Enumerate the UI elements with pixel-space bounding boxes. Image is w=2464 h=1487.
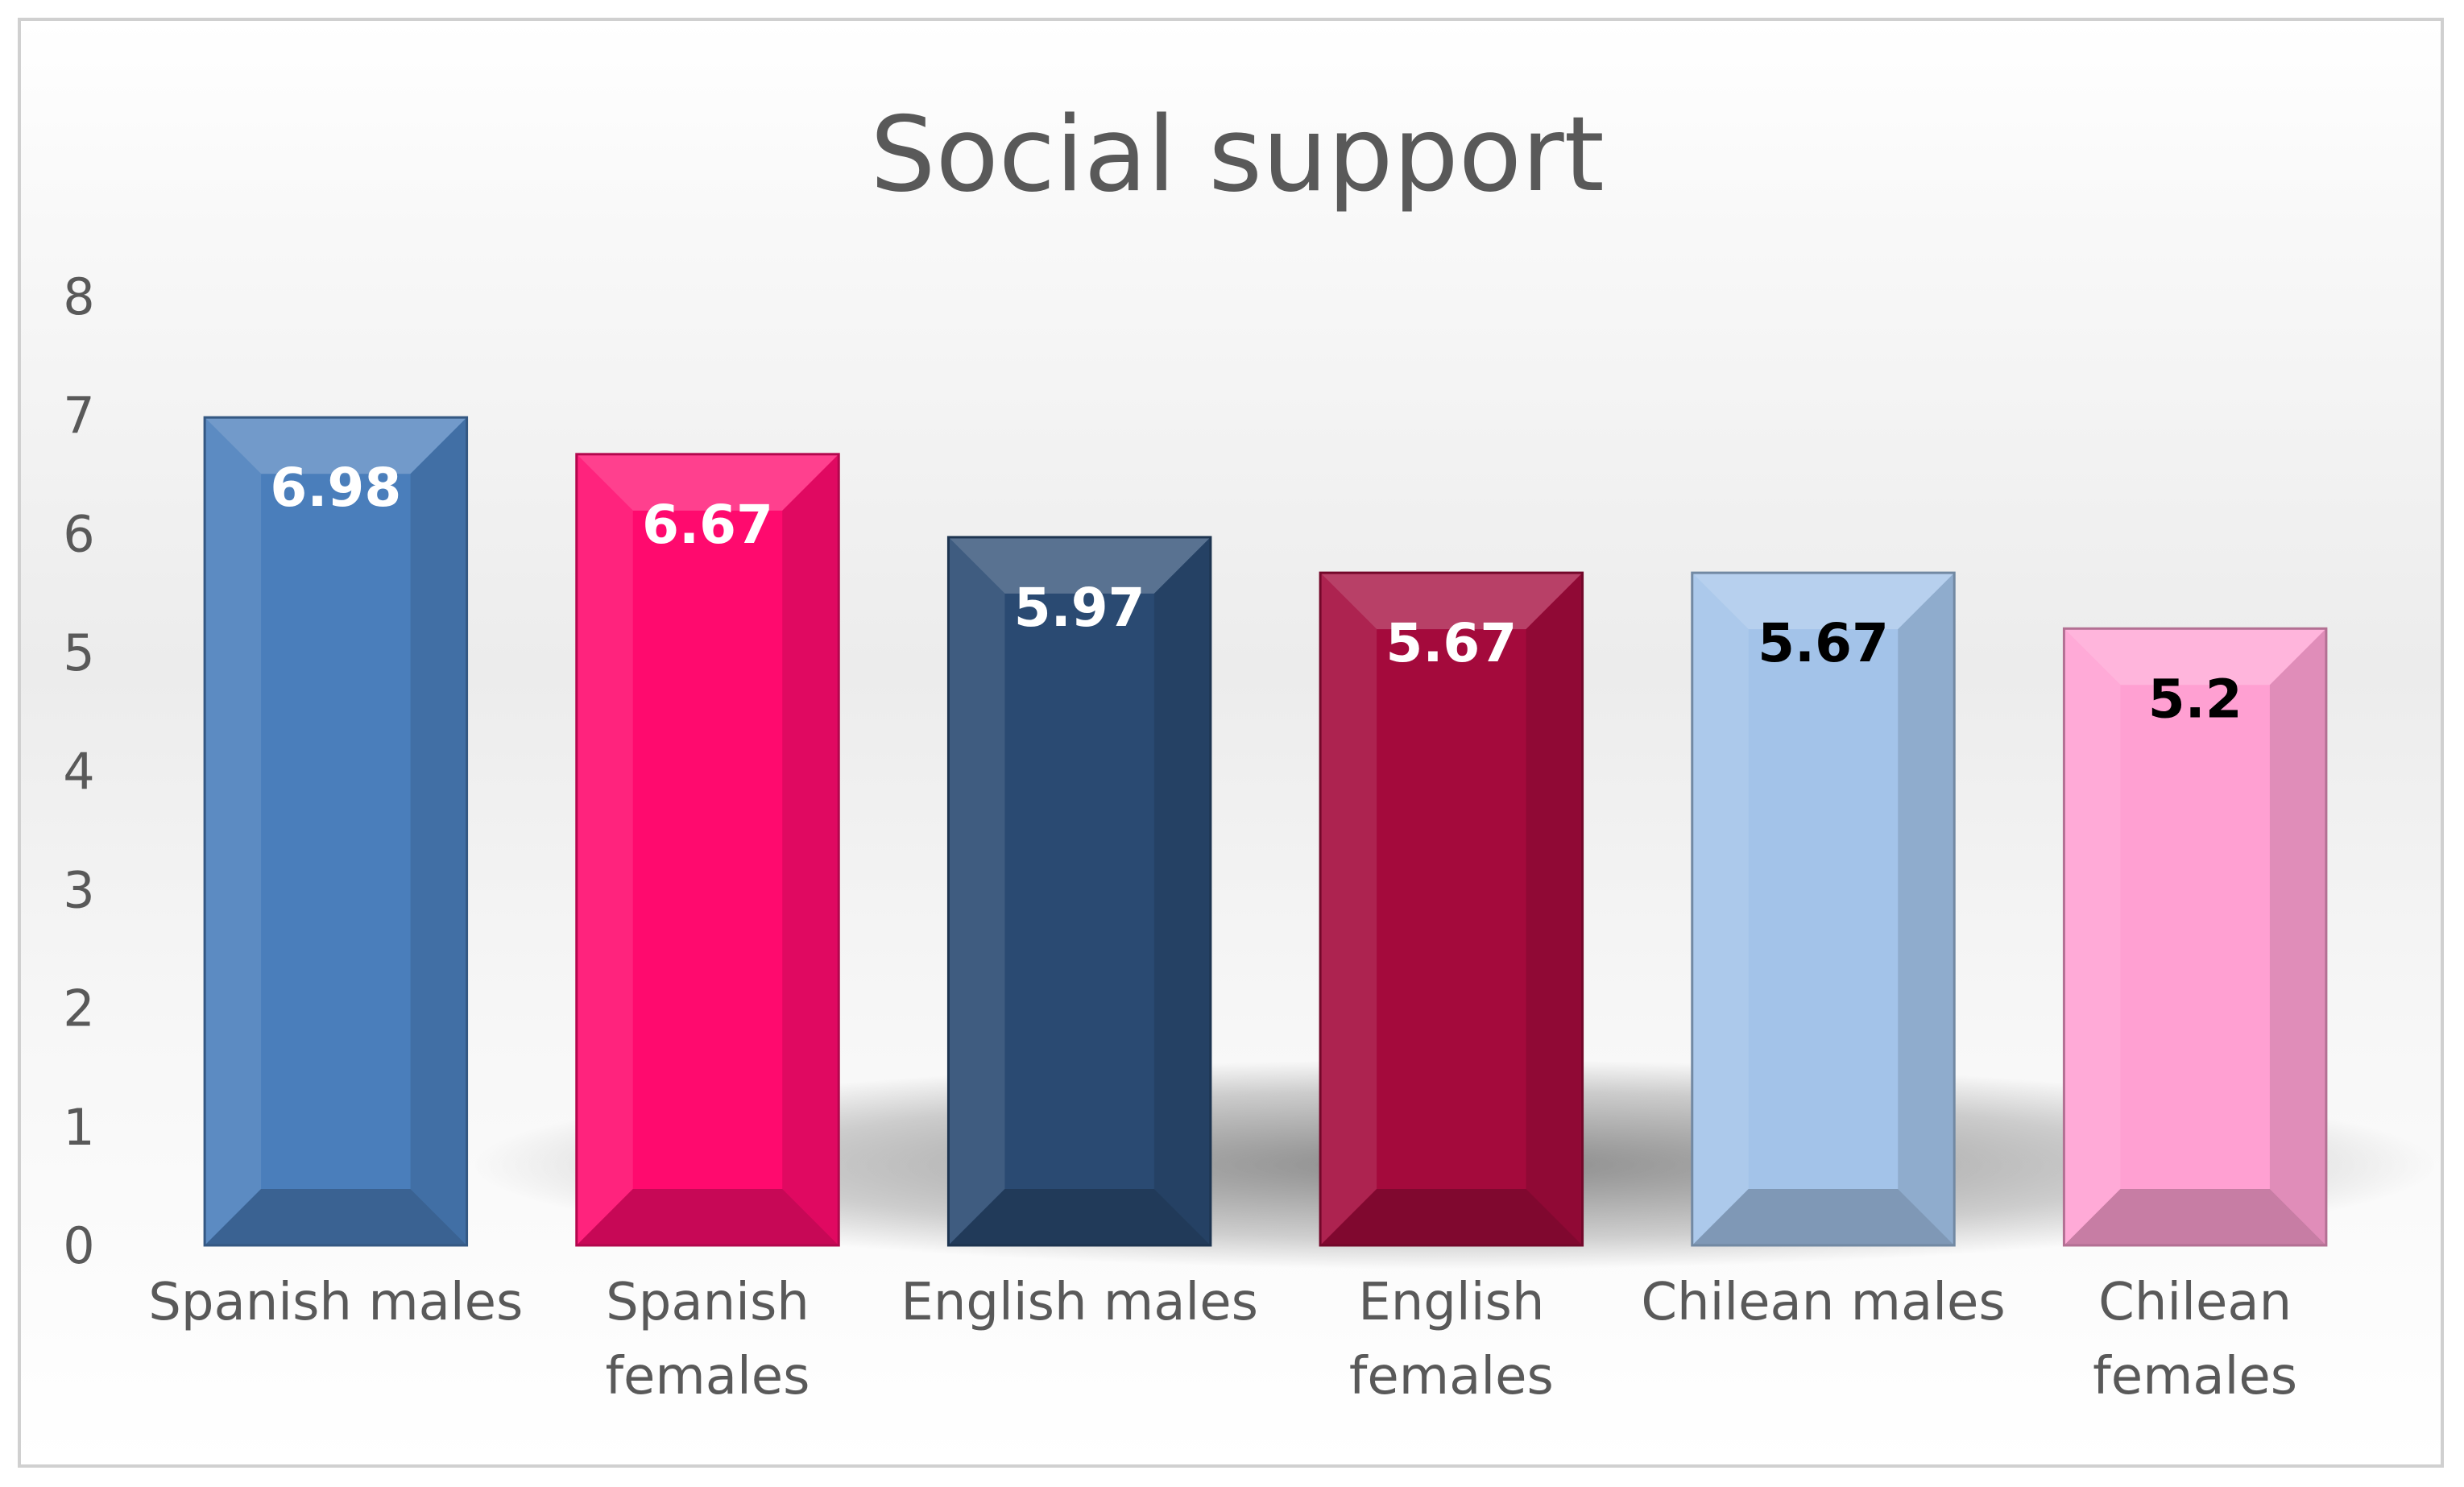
value-label: 5.67 (1758, 612, 1889, 674)
bar-bevel-top (948, 536, 1211, 594)
bar-bevel-bottom (2064, 1189, 2326, 1245)
y-tick-label: 7 (63, 386, 94, 445)
bar: 6.67 (575, 453, 840, 1247)
chart-title: Social support (870, 95, 1605, 215)
bar-bevel-right (2269, 628, 2326, 1245)
y-tick-label: 6 (63, 505, 94, 564)
y-tick-label: 2 (63, 980, 94, 1038)
y-tick-label: 4 (63, 742, 94, 801)
bar-bevel-bottom (576, 1189, 839, 1245)
category-label: Chilean females (2093, 1273, 2297, 1406)
bar-bevel-left (948, 536, 1005, 1245)
bar: 6.98 (203, 416, 469, 1247)
bar-bevel-bottom (1320, 1189, 1583, 1245)
bar-bevel-top (205, 417, 467, 474)
bar-bevel-right (1898, 573, 1955, 1245)
bar-bevel-top (2064, 628, 2326, 686)
bar: 5.67 (1691, 571, 1956, 1247)
category-label: English females (1349, 1273, 1554, 1406)
bar-outline (203, 416, 469, 1247)
bar-bevel-left (205, 417, 262, 1245)
y-axis: 0 1 2 3 4 5 6 7 8 (63, 267, 94, 1275)
chart-frame: Social support 0 1 2 3 4 5 6 7 8 6.98 6.67 5.97 5.6… (18, 18, 2444, 1468)
y-tick-label: 5 (63, 623, 94, 682)
bar-bevel-bottom (1692, 1189, 1955, 1245)
y-tick-label: 0 (63, 1216, 94, 1275)
bar-outline (946, 536, 1212, 1247)
category-label: Chilean males (1641, 1273, 2005, 1332)
bar: 5.97 (946, 536, 1212, 1247)
bar: 5.67 (1319, 571, 1584, 1247)
bar-bevel-right (410, 417, 467, 1245)
bar-bevel-left (1692, 573, 1749, 1245)
bar-outline (2062, 627, 2328, 1247)
bar-chart: Social support 0 1 2 3 4 5 6 7 8 6.98 6.67 5.97 5.6… (63, 95, 2437, 1406)
y-tick-label: 1 (63, 1098, 94, 1157)
value-label: 6.98 (270, 457, 401, 519)
bar-bevel-right (1526, 573, 1583, 1245)
category-label: Spanish males (148, 1273, 523, 1332)
bar-outline (1691, 571, 1956, 1247)
category-label: English males (901, 1273, 1258, 1332)
bar-bevel-bottom (205, 1189, 467, 1245)
bar-bevel-top (576, 454, 839, 511)
bar-bevel-left (1320, 573, 1377, 1245)
bar: 5.2 (2062, 627, 2328, 1247)
bar-bevel-top (1692, 573, 1955, 630)
bar-bevel-left (576, 454, 633, 1245)
bar-outline (1319, 571, 1584, 1247)
y-tick-label: 3 (63, 860, 94, 919)
bar-bevel-left (2064, 628, 2121, 1245)
bars: 6.98 6.67 5.97 5.67 5.67 5.2 (203, 416, 2328, 1247)
bar-bevel-bottom (948, 1189, 1211, 1245)
bar-outline (575, 453, 840, 1247)
category-label: Spanish females (606, 1273, 810, 1406)
bar-bevel-right (782, 454, 839, 1245)
value-label: 5.97 (1014, 577, 1145, 639)
value-label: 5.67 (1385, 612, 1517, 674)
bar-bevel-right (1153, 536, 1211, 1245)
value-label: 5.2 (2148, 668, 2242, 730)
value-label: 6.67 (642, 494, 773, 556)
bar-bevel-top (1320, 573, 1583, 630)
x-axis: Spanish males Spanish females English males… (148, 1273, 2297, 1406)
y-tick-label: 8 (63, 267, 94, 326)
